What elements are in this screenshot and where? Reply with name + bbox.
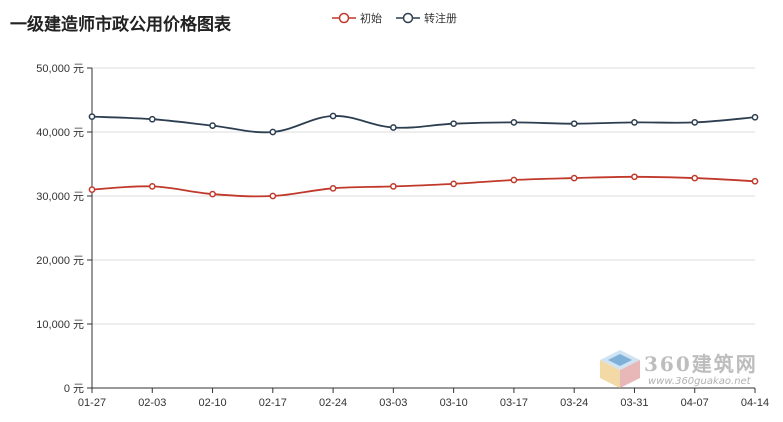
watermark-brand: 360建筑网 <box>644 352 758 376</box>
data-point <box>269 128 277 136</box>
y-tick-label: 10,000 元 <box>36 319 84 331</box>
legend-line-marker-icon <box>396 12 420 24</box>
x-tick-label: 02-17 <box>259 397 287 409</box>
data-point <box>510 176 518 184</box>
y-tick-label: 50,000 元 <box>36 63 84 75</box>
legend-line-marker-icon <box>332 12 356 24</box>
legend-item-initial[interactable]: 初始 <box>332 10 382 26</box>
data-point <box>450 120 457 128</box>
data-point <box>510 119 518 126</box>
watermark-logo: 360建筑网 www.360guakao.net <box>596 342 772 394</box>
x-tick-label: 04-07 <box>681 397 709 409</box>
x-tick-label: 02-03 <box>138 397 166 409</box>
data-point <box>329 184 337 192</box>
x-tick-label: 03-17 <box>500 397 528 409</box>
data-point <box>751 113 759 121</box>
data-point <box>88 113 96 120</box>
cube-logo-icon <box>600 350 640 388</box>
y-tick-label: 30,000 元 <box>36 191 84 203</box>
data-point <box>631 119 638 126</box>
legend-label: 转注册 <box>424 12 457 25</box>
data-point <box>691 119 699 126</box>
data-point <box>390 124 397 131</box>
data-point <box>570 174 578 182</box>
data-point <box>751 177 759 185</box>
legend-label: 初始 <box>360 12 382 25</box>
data-point <box>390 183 397 190</box>
x-tick-label: 02-24 <box>319 397 347 409</box>
x-tick-label: 03-10 <box>440 397 468 409</box>
y-tick-label: 40,000 元 <box>36 127 84 139</box>
data-point <box>88 186 96 193</box>
data-point <box>148 115 156 123</box>
legend-item-transfer[interactable]: 转注册 <box>396 10 457 26</box>
data-point <box>691 174 699 182</box>
y-tick-label: 20,000 元 <box>36 255 84 267</box>
data-point <box>209 122 216 129</box>
data-point <box>450 180 457 188</box>
legend: 初始 转注册 <box>332 10 457 26</box>
x-tick-label: 03-24 <box>560 397 588 409</box>
watermark-url: www.360guakao.net <box>648 376 751 387</box>
x-tick-label: 03-31 <box>620 397 648 409</box>
x-tick-label: 04-14 <box>741 397 769 409</box>
series-line-1 <box>91 115 756 134</box>
data-point <box>209 190 216 198</box>
series-line-0 <box>91 175 756 198</box>
data-point <box>329 112 337 120</box>
data-point <box>269 192 277 200</box>
x-tick-label: 03-03 <box>379 397 407 409</box>
x-tick-label: 02-10 <box>198 397 226 409</box>
data-point <box>570 120 578 128</box>
x-tick-label: 01-27 <box>78 397 106 409</box>
chart-title: 一级建造师市政公用价格图表 <box>10 15 231 35</box>
data-point <box>148 183 156 190</box>
data-point <box>631 173 638 181</box>
y-tick-label: 0 元 <box>64 383 84 395</box>
